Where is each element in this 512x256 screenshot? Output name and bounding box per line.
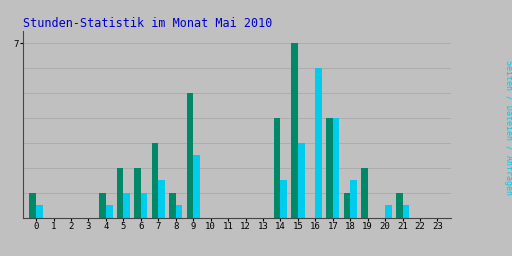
- Bar: [326, 118, 333, 218]
- Bar: [106, 205, 113, 218]
- Bar: [134, 168, 141, 218]
- Bar: [396, 193, 402, 218]
- Text: Stunden-Statistik im Monat Mai 2010: Stunden-Statistik im Monat Mai 2010: [23, 17, 272, 29]
- Bar: [281, 180, 287, 218]
- Bar: [152, 143, 158, 218]
- Bar: [176, 205, 182, 218]
- Bar: [291, 43, 298, 218]
- Bar: [158, 180, 165, 218]
- Bar: [298, 143, 305, 218]
- Bar: [141, 193, 147, 218]
- Bar: [315, 68, 322, 218]
- Bar: [30, 193, 36, 218]
- Bar: [361, 168, 368, 218]
- Bar: [36, 205, 43, 218]
- Bar: [274, 118, 281, 218]
- Bar: [117, 168, 123, 218]
- Bar: [344, 193, 350, 218]
- Bar: [385, 205, 392, 218]
- Bar: [193, 155, 200, 218]
- Bar: [123, 193, 130, 218]
- Bar: [99, 193, 106, 218]
- Bar: [333, 118, 339, 218]
- Bar: [186, 93, 193, 218]
- Bar: [169, 193, 176, 218]
- Text: Seiten / Dateien / Anfragen: Seiten / Dateien / Anfragen: [504, 60, 512, 196]
- Bar: [402, 205, 409, 218]
- Bar: [350, 180, 357, 218]
